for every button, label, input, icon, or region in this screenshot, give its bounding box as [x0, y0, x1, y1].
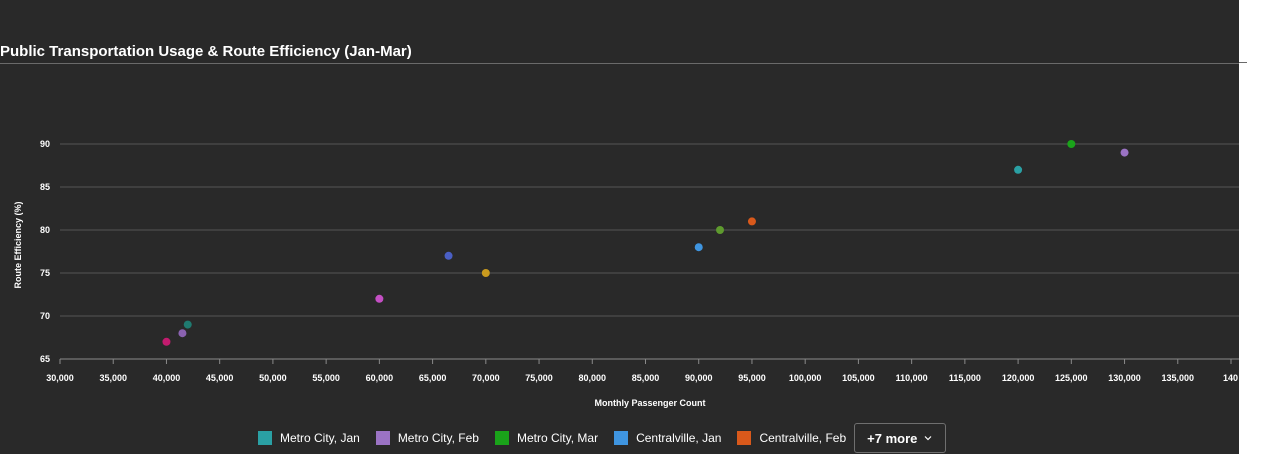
y-tick-label: 70: [40, 311, 50, 321]
x-tick-label: 110,000: [896, 373, 928, 383]
y-tick-label: 80: [40, 225, 50, 235]
x-tick-label: 140: [1223, 373, 1238, 383]
data-point[interactable]: [716, 226, 725, 234]
x-tick-label: 105,000: [842, 373, 875, 383]
data-point[interactable]: [747, 217, 756, 226]
scatter-chart: 65 70 75 80 85 90 30,000 35,000 40,000 45,000 50,…: [13, 139, 1239, 408]
data-point[interactable]: [178, 329, 187, 338]
data-point[interactable]: [162, 337, 171, 346]
x-tick-label: 30,000: [46, 373, 74, 383]
legend-swatch: [614, 431, 629, 445]
y-tick-label: 90: [40, 139, 50, 149]
data-point[interactable]: [1014, 165, 1023, 174]
x-tick-label: 100,000: [789, 373, 822, 383]
data-point[interactable]: [1120, 148, 1129, 157]
x-tick-label: 55,000: [312, 373, 340, 383]
x-tick-label: 35,000: [99, 373, 127, 383]
x-axis-ticks: 30,000 35,000 40,000 45,000 50,000 55,000 60,0…: [46, 359, 1238, 383]
legend-label: Metro City, Mar: [516, 431, 599, 445]
gridlines: [60, 143, 1239, 360]
x-tick-label: 125,000: [1055, 373, 1088, 383]
x-tick-label: 75,000: [525, 373, 553, 383]
legend-item[interactable]: Metro City, Feb: [375, 431, 479, 445]
x-tick-label: 85,000: [632, 373, 660, 383]
x-tick-label: 130,000: [1108, 373, 1141, 383]
data-point[interactable]: [1067, 140, 1076, 148]
edge-divider: [1239, 62, 1247, 63]
x-tick-label: 135,000: [1161, 373, 1194, 383]
legend-swatch: [494, 431, 509, 445]
legend-label: Metro City, Jan: [280, 431, 360, 445]
data-point[interactable]: [481, 269, 490, 277]
y-axis-ticks: 65 70 75 80 85 90: [40, 139, 50, 364]
data-point[interactable]: [375, 294, 384, 303]
chart-title: Public Transportation Usage & Route Effi…: [0, 43, 412, 60]
x-tick-label: 115,000: [949, 373, 981, 383]
x-tick-label: 45,000: [206, 373, 234, 383]
chart-panel: Public Transportation Usage & Route Effi…: [0, 0, 1239, 454]
more-legend-button[interactable]: +7 more: [854, 423, 947, 453]
data-point[interactable]: [694, 243, 703, 252]
legend-label: Centralville, Jan: [636, 431, 722, 445]
x-tick-label: 120,000: [1002, 373, 1035, 383]
title-divider: [0, 63, 1239, 64]
y-tick-label: 85: [40, 182, 50, 192]
x-tick-label: 40,000: [153, 373, 181, 383]
legend-swatch: [375, 431, 390, 445]
x-tick-label: 60,000: [366, 373, 394, 383]
legend-item[interactable]: Centralville, Jan: [614, 431, 721, 445]
legend-item[interactable]: Centralville, Feb: [737, 431, 846, 445]
legend-item[interactable]: Metro City, Jan: [258, 431, 360, 445]
x-axis-label: Monthly Passenger Count: [594, 398, 705, 408]
legend-item[interactable]: Metro City, Mar: [494, 431, 599, 445]
x-tick-label: 50,000: [259, 373, 287, 383]
x-tick-label: 70,000: [472, 373, 500, 383]
legend-swatch: [737, 431, 752, 445]
x-tick-label: 90,000: [685, 373, 713, 383]
x-tick-label: 80,000: [579, 373, 607, 383]
legend-label: Metro City, Feb: [397, 431, 479, 445]
legend-swatch: [258, 431, 272, 445]
data-points: [162, 140, 1129, 346]
chart-legend: Metro City, Jan Metro City, Feb Metro City…: [258, 422, 947, 454]
more-legend-label: +7 more: [867, 430, 918, 446]
chevron-down-icon: [923, 433, 933, 443]
y-tick-label: 65: [40, 354, 50, 364]
data-point[interactable]: [183, 320, 192, 329]
data-point[interactable]: [444, 251, 453, 260]
legend-label: Centralville, Feb: [759, 431, 847, 445]
y-tick-label: 75: [40, 268, 50, 278]
y-axis-label: Route Efficiency (%): [13, 201, 23, 288]
x-tick-label: 65,000: [419, 373, 447, 383]
x-tick-label: 95,000: [738, 373, 766, 383]
